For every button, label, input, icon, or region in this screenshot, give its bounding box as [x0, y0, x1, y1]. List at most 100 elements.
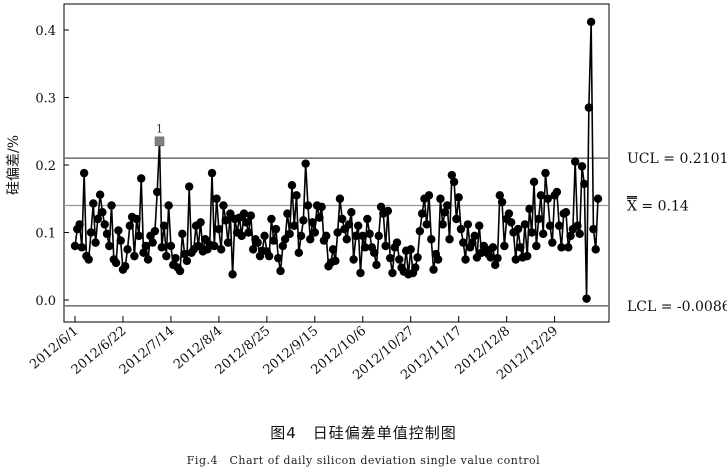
data-point	[301, 159, 310, 168]
data-point	[315, 213, 324, 222]
data-point	[79, 168, 89, 178]
data-point	[447, 170, 457, 180]
data-point	[212, 194, 221, 203]
data-point	[210, 241, 219, 251]
data-point	[121, 262, 130, 271]
data-point	[372, 260, 381, 270]
y-tick-label: 0.1	[35, 227, 56, 242]
data-point	[246, 211, 256, 220]
data-point	[415, 226, 425, 236]
data-point	[570, 157, 580, 166]
data-point	[84, 255, 93, 264]
data-point	[223, 238, 233, 247]
data-point	[566, 231, 575, 241]
lcl-label: LCL = -0.0086	[627, 299, 727, 315]
data-point	[271, 224, 281, 234]
flagged-point-labels: 1 2 1	[156, 0, 640, 135]
data-point	[98, 208, 107, 217]
data-point	[520, 220, 530, 229]
data-point	[538, 229, 548, 239]
data-point	[491, 260, 500, 270]
data-point	[417, 209, 427, 218]
data-point	[543, 194, 552, 203]
data-point	[513, 224, 523, 234]
data-point	[445, 235, 454, 244]
data-point	[534, 214, 543, 224]
data-point	[452, 214, 461, 224]
data-point	[552, 187, 562, 197]
data-point	[475, 221, 484, 230]
data-point	[422, 220, 431, 229]
data-point	[141, 241, 150, 251]
data-point	[376, 202, 386, 212]
data-point	[148, 238, 157, 247]
data-point	[529, 177, 539, 187]
data-point	[353, 221, 363, 230]
data-point	[164, 201, 173, 210]
data-point	[381, 241, 390, 251]
y-tick-label: 0.0	[35, 294, 56, 309]
data-point	[287, 181, 297, 190]
y-tick-label: 0.4	[35, 24, 56, 39]
data-point	[77, 243, 87, 252]
data-point	[424, 191, 434, 200]
data-point	[573, 221, 582, 230]
data-point	[292, 191, 301, 200]
data-point	[299, 216, 308, 225]
data-point	[333, 228, 342, 237]
data-point	[395, 255, 404, 264]
data-point	[107, 201, 116, 210]
data-point	[461, 255, 470, 264]
data-point	[123, 245, 132, 254]
data-point	[360, 243, 370, 252]
center-label: X = 0.14	[627, 199, 689, 215]
data-point	[143, 255, 153, 264]
data-point	[433, 255, 443, 264]
data-point	[557, 243, 566, 252]
data-point	[296, 231, 306, 241]
data-point	[342, 235, 351, 244]
data-point	[157, 243, 166, 252]
data-point	[582, 294, 591, 303]
data-point	[274, 253, 283, 263]
data-point	[335, 194, 345, 203]
data-point	[331, 256, 340, 266]
data-point	[449, 177, 459, 187]
data-point	[580, 179, 589, 189]
data-point	[322, 231, 331, 241]
data-point	[153, 187, 162, 197]
data-point	[137, 174, 146, 183]
data-point	[290, 221, 299, 230]
data-point	[219, 201, 228, 210]
data-point	[438, 220, 447, 229]
data-point	[125, 221, 135, 230]
data-point	[365, 229, 374, 239]
data-point	[269, 236, 278, 245]
data-point	[105, 241, 114, 251]
data-point	[586, 17, 596, 27]
data-point	[171, 253, 180, 263]
data-point	[308, 218, 317, 227]
data-point	[411, 263, 420, 272]
data-point	[221, 216, 230, 225]
data-point	[497, 197, 507, 207]
data-point	[242, 218, 251, 227]
flagged-point-label: 1	[156, 122, 163, 135]
data-point	[182, 256, 192, 266]
data-point	[162, 251, 171, 261]
data-point	[253, 238, 262, 247]
data-point	[347, 208, 356, 217]
data-point	[95, 190, 105, 199]
data-point	[459, 238, 468, 247]
data-point	[180, 249, 189, 259]
y-tick-label: 0.3	[35, 92, 56, 107]
data-point	[584, 103, 594, 112]
data-point	[184, 182, 194, 191]
data-point	[527, 228, 536, 237]
data-point	[427, 235, 436, 244]
data-point	[75, 220, 84, 229]
data-point	[525, 204, 534, 214]
control-lines	[64, 157, 609, 307]
data-point	[306, 235, 315, 244]
